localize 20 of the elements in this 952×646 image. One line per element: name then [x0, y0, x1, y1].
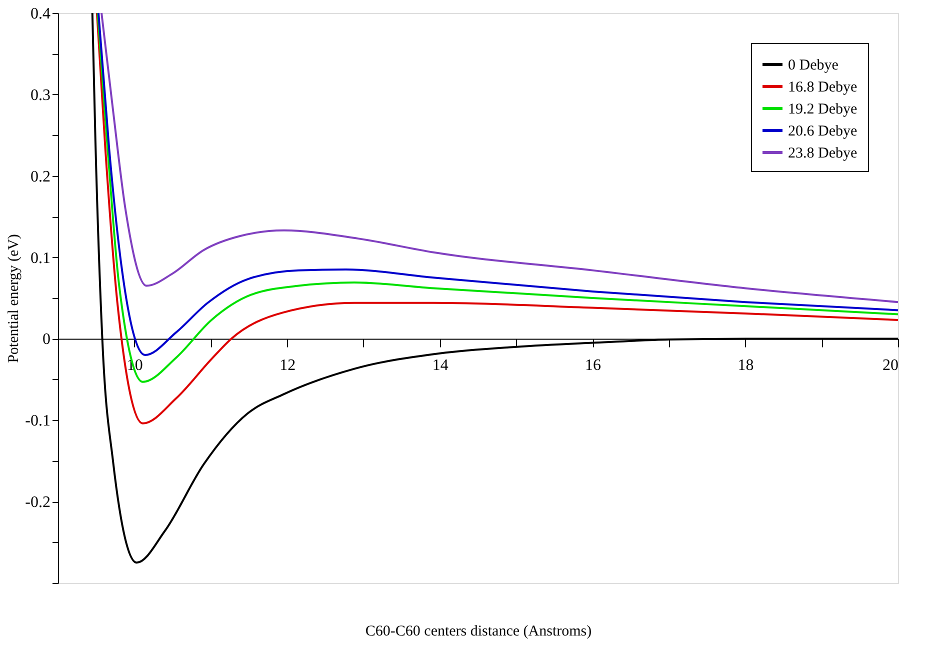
- y-axis-title: Potential energy (eV): [6, 234, 22, 363]
- y-tick-label: -0.1: [25, 412, 50, 430]
- legend-label: 23.8 Debye: [788, 146, 858, 162]
- legend-label: 16.8 Debye: [788, 80, 858, 96]
- y-tick-label: 0.2: [30, 168, 50, 186]
- x-axis-title: C60-C60 centers distance (Anstroms): [365, 624, 592, 640]
- x-tick-label: 12: [280, 357, 296, 374]
- y-tick-label: -0.2: [25, 494, 50, 512]
- legend-label: 20.6 Debye: [788, 124, 858, 140]
- y-tick-label: 0.1: [30, 250, 50, 267]
- y-tick-label: 0.4: [30, 6, 50, 22]
- x-tick-label: 20: [882, 357, 898, 374]
- legend-label: 19.2 Debye: [788, 102, 858, 118]
- legend-label: 0 Debye: [788, 58, 839, 74]
- x-tick-label: 14: [432, 357, 448, 374]
- y-tick-label: 0: [42, 331, 50, 348]
- line-series: [100, 12, 899, 304]
- y-tick-label: 0.3: [30, 86, 50, 104]
- x-tick-label: 16: [585, 357, 602, 374]
- x-tick-label: 18: [738, 357, 754, 374]
